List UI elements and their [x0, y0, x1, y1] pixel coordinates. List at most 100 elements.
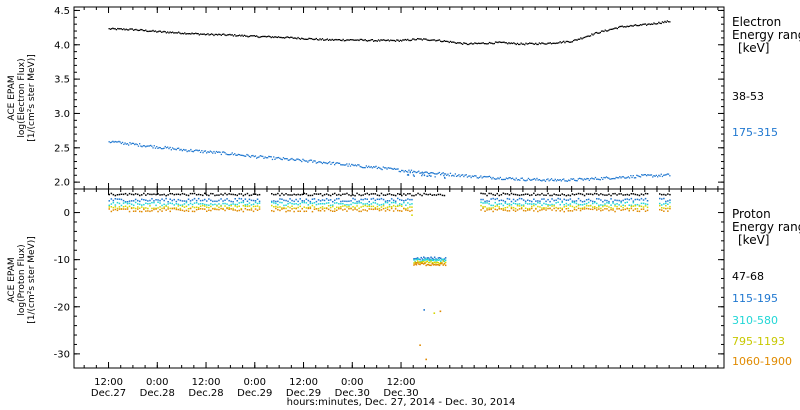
- data-point: [256, 194, 259, 196]
- data-point: [498, 206, 500, 208]
- data-point: [444, 40, 447, 42]
- data-point: [569, 203, 572, 205]
- data-point: [145, 210, 147, 212]
- data-point: [624, 26, 626, 28]
- data-point: [193, 206, 196, 209]
- data-point: [541, 204, 543, 206]
- data-point: [232, 193, 234, 196]
- data-point: [484, 193, 486, 195]
- data-point: [667, 193, 669, 195]
- data-point: [313, 208, 316, 210]
- data-point: [531, 179, 533, 181]
- data-point: [273, 200, 275, 202]
- data-point: [369, 39, 371, 42]
- data-point: [216, 194, 218, 196]
- electron-legend: Electron Energy range [keV] 38-53 175-31…: [732, 15, 800, 139]
- data-point: [137, 208, 139, 210]
- data-point: [224, 199, 226, 201]
- data-point: [660, 22, 662, 25]
- data-point: [577, 207, 580, 210]
- data-point: [196, 33, 198, 35]
- data-point: [184, 149, 186, 151]
- data-point: [484, 206, 486, 208]
- data-point: [164, 31, 166, 33]
- data-point: [121, 141, 124, 144]
- data-point: [604, 199, 606, 202]
- data-point: [202, 203, 204, 205]
- data-point: [425, 171, 427, 173]
- data-point: [273, 206, 275, 208]
- data-point: [252, 193, 255, 195]
- data-point: [190, 33, 192, 35]
- data-point: [309, 207, 312, 210]
- data-point: [605, 176, 608, 178]
- data-point: [667, 207, 669, 210]
- data-point: [546, 178, 548, 181]
- data-point: [514, 200, 517, 202]
- data-point: [541, 209, 543, 211]
- data-point: [518, 203, 521, 205]
- data-point: [169, 192, 171, 195]
- data-point: [287, 205, 289, 208]
- data-point: [318, 39, 320, 41]
- data-point: [616, 203, 618, 205]
- data-point: [346, 204, 348, 206]
- data-point: [524, 207, 527, 209]
- data-point: [366, 40, 369, 42]
- data-point: [594, 201, 596, 204]
- data-point: [351, 39, 353, 41]
- data-point: [636, 24, 638, 27]
- data-point: [338, 203, 340, 205]
- data-point: [488, 41, 491, 44]
- data-point: [426, 260, 429, 262]
- proton-legend-item-2: 310-580: [732, 314, 778, 327]
- xtick-date-label: Dec.30: [383, 388, 418, 399]
- data-point: [390, 207, 393, 210]
- data-point: [217, 151, 219, 153]
- data-point: [291, 202, 293, 205]
- data-point: [518, 205, 521, 207]
- data-point: [365, 40, 367, 42]
- data-point: [283, 207, 285, 210]
- data-point: [545, 209, 547, 211]
- data-point: [273, 193, 275, 196]
- data-point: [397, 168, 399, 170]
- data-point: [589, 208, 592, 210]
- data-point: [137, 206, 139, 208]
- data-point: [258, 206, 261, 208]
- data-point: [180, 148, 182, 151]
- data-point: [514, 210, 517, 212]
- data-point: [153, 145, 155, 147]
- data-point: [368, 39, 370, 42]
- data-point: [571, 178, 573, 180]
- data-point: [459, 42, 461, 44]
- data-point: [563, 198, 565, 201]
- data-point: [570, 178, 572, 180]
- data-point: [353, 164, 355, 167]
- data-point: [577, 192, 580, 195]
- data-point: [295, 198, 297, 201]
- data-point: [658, 21, 660, 23]
- data-point: [356, 205, 358, 207]
- data-point: [514, 193, 517, 196]
- data-point: [298, 37, 300, 40]
- data-point: [271, 210, 273, 212]
- data-point: [185, 209, 188, 212]
- data-point: [206, 33, 208, 36]
- data-point: [502, 192, 505, 194]
- data-point: [454, 42, 456, 44]
- data-point: [149, 210, 151, 213]
- data-point: [317, 199, 320, 201]
- data-point: [154, 30, 157, 32]
- data-point: [421, 194, 423, 197]
- data-point: [616, 205, 618, 208]
- data-point: [237, 153, 239, 156]
- data-point: [365, 165, 367, 167]
- data-point: [297, 193, 299, 196]
- data-point: [268, 155, 270, 158]
- data-point: [393, 39, 395, 42]
- data-point: [167, 203, 169, 205]
- data-point: [268, 35, 270, 37]
- data-point: [500, 208, 503, 210]
- data-point: [342, 38, 344, 41]
